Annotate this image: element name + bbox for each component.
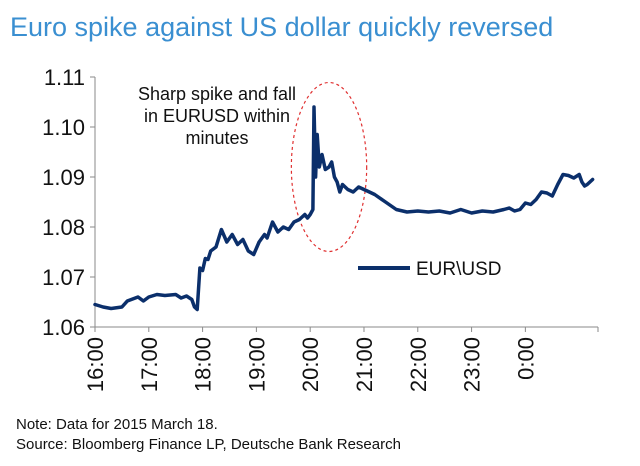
y-tick-label: 1.11 <box>44 65 85 90</box>
x-tick-label: 21:00 <box>352 337 377 392</box>
annotation-line: minutes <box>185 128 248 148</box>
y-tick-label: 1.10 <box>42 115 85 140</box>
annotation-line: Sharp spike and fall <box>138 84 296 104</box>
legend: EUR\USD <box>358 259 502 280</box>
axes: 1.06 1.07 1.08 1.09 1.10 1.11 16:00 17:00 18:00 1… <box>42 65 599 392</box>
legend-label: EUR\USD <box>416 259 502 280</box>
footer-note: Note: Data for 2015 March 18. <box>16 416 218 433</box>
x-tick-label: 16:00 <box>83 337 108 392</box>
x-tick-label: 18:00 <box>191 337 216 392</box>
series-line-eurusd <box>93 105 595 312</box>
y-tick-label: 1.06 <box>42 315 85 340</box>
x-tick-label: 23:00 <box>460 337 485 392</box>
chart-title: Euro spike against US dollar quickly rev… <box>10 12 554 42</box>
x-tick-label: 19:00 <box>244 337 269 392</box>
spike-highlight-ellipse <box>290 81 368 253</box>
y-tick-label: 1.09 <box>42 165 85 190</box>
x-tick-label: 0:00 <box>513 337 538 380</box>
x-tick-label: 22:00 <box>406 337 431 392</box>
series-layer <box>93 105 595 312</box>
annotation-line: in EURUSD within <box>144 106 290 126</box>
x-tick-label: 20:00 <box>298 337 323 392</box>
footer-source: Source: Bloomberg Finance LP, Deutsche B… <box>16 436 401 453</box>
x-tick-label: 17:00 <box>137 337 162 392</box>
y-tick-label: 1.07 <box>42 265 85 290</box>
y-tick-label: 1.08 <box>42 215 85 240</box>
annotation-shapes <box>290 81 368 253</box>
